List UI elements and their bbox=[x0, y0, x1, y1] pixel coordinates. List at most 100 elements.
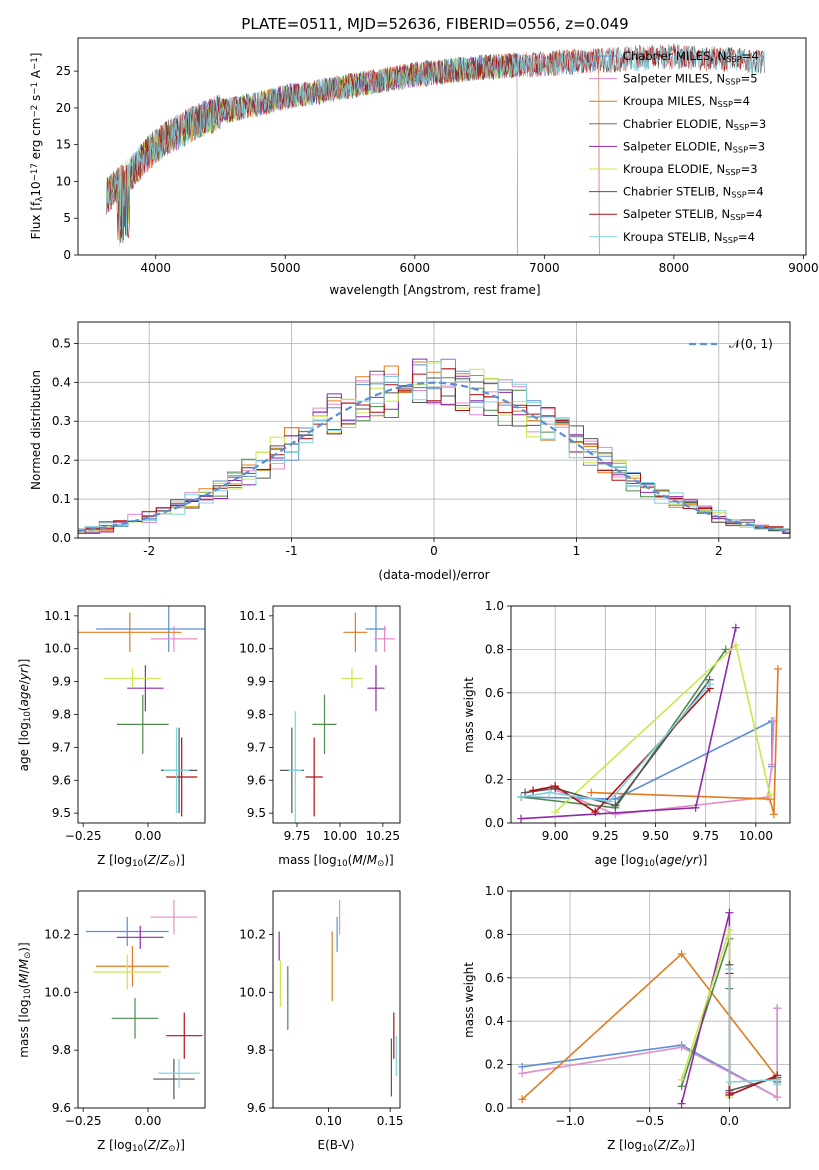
legend-entry: Chabrier MILES, NSSP=4 bbox=[623, 49, 759, 64]
y-tick-label: 9.5 bbox=[247, 806, 266, 820]
x-tick-label: 5000 bbox=[270, 261, 301, 275]
y-tick-label: 9.8 bbox=[52, 1043, 71, 1057]
x-tick-label: 10.00 bbox=[323, 829, 357, 843]
spectrum-line bbox=[106, 53, 518, 255]
y-tick-label: 9.7 bbox=[247, 740, 266, 754]
plot-area bbox=[78, 606, 205, 817]
y-tick-label: 9.8 bbox=[247, 708, 266, 722]
y-axis-label: Normed distribution bbox=[29, 370, 43, 490]
legend-entry: Kroupa ELODIE, NSSP=3 bbox=[623, 162, 758, 177]
weight-line bbox=[520, 683, 711, 803]
x-axis-label: Z [log10(Z/Z⊙)] bbox=[607, 1138, 695, 1154]
weight-line bbox=[550, 720, 775, 816]
y-tick-label: 1.0 bbox=[485, 884, 504, 898]
y-tick-label: 0.6 bbox=[485, 971, 504, 985]
y-tick-label: 0.8 bbox=[485, 927, 504, 941]
x-axis-label: age [log10(age/yr)] bbox=[595, 853, 708, 869]
axes-z_age: −0.25 0.00 9.5 9.6 9.7 9.8 9.9 10.0 10.1 Z [log10… bbox=[17, 605, 206, 869]
axes-frame bbox=[272, 605, 401, 824]
x-tick-label: 9.00 bbox=[542, 829, 569, 843]
y-axis-label: Flux [fλ10−17 erg cm−2 s−1 A−1] bbox=[29, 53, 45, 240]
y-tick-label: 0.8 bbox=[485, 642, 504, 656]
y-tick-label: 9.8 bbox=[247, 1043, 266, 1057]
axes-spectrum: 4000 5000 6000 7000 8000 9000 0 5 10 15 20 25 Flux [… bbox=[29, 37, 819, 297]
axes-frame bbox=[77, 605, 206, 824]
x-tick-label: 0 bbox=[430, 544, 438, 558]
legend-entry: Chabrier ELODIE, NSSP=3 bbox=[623, 117, 766, 132]
axes-frame bbox=[77, 321, 791, 539]
x-tick-label: 8000 bbox=[659, 261, 690, 275]
y-tick-label: 10.0 bbox=[44, 642, 71, 656]
axes-frame bbox=[510, 605, 791, 824]
plot-area bbox=[106, 43, 765, 255]
x-tick-label: 7000 bbox=[529, 261, 560, 275]
histogram-series bbox=[78, 361, 790, 530]
x-axis-label: Z [log10(Z/Z⊙)] bbox=[97, 1138, 185, 1154]
y-axis-label: mass weight bbox=[462, 962, 476, 1038]
y-tick-label: 9.6 bbox=[247, 1101, 266, 1115]
y-tick-label: 0.4 bbox=[485, 1014, 504, 1028]
x-tick-label: 9000 bbox=[788, 261, 819, 275]
plot-area bbox=[85, 899, 203, 1100]
x-tick-label: 4000 bbox=[140, 261, 171, 275]
x-tick-label: 0.0 bbox=[720, 1114, 739, 1128]
y-tick-label: 10.2 bbox=[44, 927, 71, 941]
x-axis-label: wavelength [Angstrom, rest frame] bbox=[329, 283, 540, 297]
x-tick-label: 9.50 bbox=[642, 829, 669, 843]
y-tick-label: 0.2 bbox=[485, 773, 504, 787]
legend-entry: 𝒩(0, 1) bbox=[729, 337, 773, 351]
axes-frame bbox=[77, 37, 807, 256]
weight-line bbox=[524, 679, 711, 807]
histogram-series bbox=[78, 361, 790, 532]
x-tick-label: 0.00 bbox=[135, 1114, 162, 1128]
plot-area bbox=[78, 358, 790, 534]
y-tick-label: 10.0 bbox=[239, 985, 266, 999]
x-tick-label: −0.25 bbox=[65, 829, 102, 843]
x-tick-label: 10.25 bbox=[366, 829, 400, 843]
y-tick-label: 0.3 bbox=[52, 414, 71, 428]
axes-frame bbox=[272, 890, 401, 1109]
x-axis-label: Z [log10(Z/Z⊙)] bbox=[97, 853, 185, 869]
y-tick-label: 10.2 bbox=[239, 927, 266, 941]
y-tick-label: 0 bbox=[63, 248, 71, 262]
legend-entry: Salpeter ELODIE, NSSP=3 bbox=[623, 139, 765, 154]
x-tick-label: 10.00 bbox=[739, 829, 773, 843]
axes-z_weight: −1.0 −0.5 0.0 0.0 0.2 0.4 0.6 0.8 1.0 Z [log10(Z/… bbox=[462, 884, 791, 1154]
weight-line bbox=[728, 969, 779, 1085]
weight-line bbox=[680, 912, 731, 1104]
y-tick-label: 0.4 bbox=[485, 729, 504, 743]
y-tick-label: 0.4 bbox=[52, 375, 71, 389]
y-tick-label: 1.0 bbox=[485, 599, 504, 613]
histogram-series bbox=[78, 368, 790, 534]
y-axis-label: mass weight bbox=[462, 677, 476, 753]
legend-entry: Chabrier STELIB, NSSP=4 bbox=[623, 185, 764, 200]
plot-area bbox=[517, 623, 782, 823]
x-tick-label: 1 bbox=[573, 544, 581, 558]
y-tick-label: 9.6 bbox=[52, 1101, 71, 1115]
axes-z_mass: −0.25 0.00 9.6 9.8 10.0 10.2 Z [log10(Z/Z⊙)] ma… bbox=[17, 890, 206, 1154]
x-tick-label: 0.10 bbox=[315, 1114, 342, 1128]
y-tick-label: 25 bbox=[56, 64, 71, 78]
x-tick-label: 9.75 bbox=[692, 829, 719, 843]
x-tick-label: 2 bbox=[715, 544, 723, 558]
legend-entry: Kroupa STELIB, NSSP=4 bbox=[623, 230, 755, 245]
y-tick-label: 9.5 bbox=[52, 806, 71, 820]
legend-entry: Salpeter STELIB, NSSP=4 bbox=[623, 207, 763, 222]
spectrum-line bbox=[106, 44, 765, 247]
weight-line bbox=[728, 964, 779, 1092]
x-tick-label: −0.5 bbox=[635, 1114, 664, 1128]
axes-frame bbox=[510, 890, 791, 1109]
y-tick-label: 0.6 bbox=[485, 686, 504, 700]
y-tick-label: 15 bbox=[56, 138, 71, 152]
axes-residuals: -2 -1 0 1 2 0.0 0.1 0.2 0.3 0.4 0.5 Normed distribu… bbox=[29, 321, 791, 582]
weight-line bbox=[520, 719, 773, 800]
y-tick-label: 0.1 bbox=[52, 492, 71, 506]
y-tick-label: 0.2 bbox=[52, 453, 71, 467]
y-tick-label: 0.5 bbox=[52, 336, 71, 350]
y-tick-label: 9.9 bbox=[247, 675, 266, 689]
x-axis-label: E(B-V) bbox=[317, 1138, 354, 1152]
y-tick-label: 0.0 bbox=[485, 816, 504, 830]
y-tick-label: 10.1 bbox=[239, 609, 266, 623]
y-tick-label: 9.7 bbox=[52, 740, 71, 754]
y-tick-label: 10 bbox=[56, 174, 71, 188]
